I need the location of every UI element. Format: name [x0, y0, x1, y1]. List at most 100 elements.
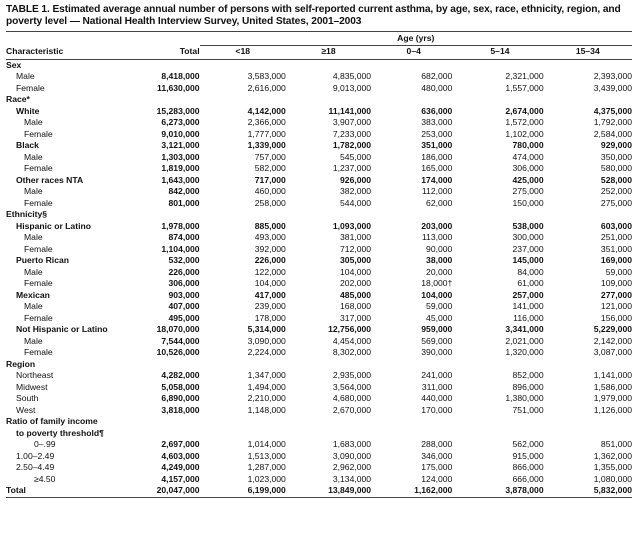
cell-value: 226,000 — [254, 255, 286, 265]
cell-value — [286, 209, 371, 221]
cell-value: 203,000 — [421, 220, 453, 231]
cell-value: 2,616,000 — [247, 82, 286, 93]
cell-value: 12,756,000 — [328, 324, 372, 334]
cell-value — [134, 209, 199, 221]
cell-value: 2,210,000 — [247, 393, 286, 403]
cell-value: 59,000 — [426, 301, 453, 311]
cell-value: 896,000 — [512, 381, 544, 392]
cell-value: 317,000 — [340, 312, 372, 323]
cell-value: 300,000 — [512, 232, 544, 242]
cell-value: 1,572,000 — [505, 117, 544, 127]
cell-value: 2,224,000 — [247, 347, 286, 357]
cell-value: 9,010,000 — [161, 128, 200, 139]
cell-value: 1,782,000 — [332, 140, 372, 150]
cell-value: 122,000 — [254, 266, 286, 277]
cell-value: 1,320,000 — [505, 347, 544, 357]
cell-value: 851,000 — [600, 439, 632, 449]
cell-value: 1,557,000 — [505, 82, 544, 93]
cell-value: 1,126,000 — [593, 404, 632, 415]
table-row: 1.00–2.49 4,603,000 1,513,000 3,090,000 346,… — [6, 451, 632, 463]
cell-value — [371, 209, 456, 221]
cell-value: 1,148,000 — [247, 404, 286, 415]
table-row: Male 8,418,000 3,583,000 4,835,000 682,000 2,… — [6, 71, 632, 83]
cell-value: 852,000 — [512, 370, 544, 380]
cell-value: 929,000 — [600, 140, 632, 150]
cell-value: 562,000 — [512, 439, 544, 449]
cell-value: 59,000 — [605, 266, 632, 277]
cell-value: 141,000 — [512, 301, 544, 311]
cell-value: 1,494,000 — [247, 381, 286, 392]
row-label: Mexican — [16, 289, 50, 300]
cell-value — [544, 416, 632, 428]
cell-value — [456, 94, 543, 106]
row-label: Ethnicity§ — [6, 209, 48, 219]
cell-value — [286, 59, 371, 71]
row-label: Male — [24, 186, 43, 196]
table-row: Female 11,630,000 2,616,000 9,013,000 480,00… — [6, 83, 632, 95]
table-row: Northeast 4,282,000 1,347,000 2,935,000 241,… — [6, 370, 632, 382]
row-label: Female — [24, 163, 53, 173]
cell-value: 3,878,000 — [456, 485, 544, 498]
cell-value: 104,000 — [340, 266, 372, 277]
cell-value: 2,584,000 — [593, 128, 632, 139]
cell-value: 926,000 — [340, 174, 372, 185]
row-label: Total — [6, 485, 135, 498]
cell-value: 485,000 — [340, 289, 372, 300]
row-label: 0–.99 — [34, 439, 56, 449]
row-label: Male — [24, 266, 43, 277]
cell-value: 306,000 — [512, 163, 544, 173]
cell-value — [371, 94, 456, 106]
cell-value: 390,000 — [421, 347, 453, 357]
row-label: Female — [24, 347, 53, 357]
cell-value: 801,000 — [168, 197, 200, 208]
cell-value: 275,000 — [600, 197, 632, 208]
cell-value: 959,000 — [421, 324, 453, 334]
cell-value — [456, 59, 543, 71]
table-row: Male 842,000 460,000 382,000 112,000 275,000 2… — [6, 186, 632, 198]
cell-value: 3,439,000 — [593, 82, 632, 93]
cell-value: 1,643,000 — [161, 174, 200, 185]
cell-value — [371, 416, 456, 428]
cell-value — [371, 59, 456, 71]
table-row: Black 3,121,000 1,339,000 1,782,000 351,000 7… — [6, 140, 632, 152]
cell-value: 3,564,000 — [332, 381, 372, 392]
asthma-table: Age (yrs) Characteristic Total <18 ≥18 0… — [6, 31, 632, 498]
cell-value — [456, 416, 543, 428]
cell-value: 18,070,000 — [156, 324, 200, 334]
table-row: Female 1,819,000 582,000 1,237,000 165,000 30… — [6, 163, 632, 175]
cell-value — [544, 209, 632, 221]
row-label: Male — [24, 117, 43, 127]
cell-value: 252,000 — [600, 186, 632, 196]
cell-value: 351,000 — [600, 243, 632, 254]
cell-value: 3,341,000 — [505, 324, 544, 334]
cell-value: 168,000 — [340, 301, 372, 311]
cell-value: 1,380,000 — [505, 393, 544, 403]
total-row: Total 20,047,000 6,199,000 13,849,000 1,162,… — [6, 485, 632, 498]
cell-value: 8,418,000 — [161, 71, 200, 81]
cell-value: 13,849,000 — [285, 485, 372, 498]
section-row: Ethnicity§ — [6, 209, 632, 221]
cell-value: 116,000 — [513, 312, 544, 323]
cell-value: 874,000 — [168, 232, 200, 242]
header-age: 0–4 — [371, 45, 457, 60]
section-row: Ratio of family income — [6, 416, 632, 428]
cell-value: 1,347,000 — [247, 370, 286, 380]
table-row: West 3,818,000 1,148,000 2,670,000 170,000 75… — [6, 405, 632, 417]
cell-value: 104,000 — [254, 278, 286, 288]
cell-value: 569,000 — [421, 335, 453, 346]
header-age: ≥18 — [285, 45, 372, 60]
cell-value — [371, 359, 456, 371]
cell-value: 3,583,000 — [247, 71, 286, 81]
cell-value: 407,000 — [168, 301, 200, 311]
cell-value: 11,141,000 — [328, 105, 372, 116]
cell-value: 1,819,000 — [161, 163, 200, 173]
cell-value: 2,321,000 — [505, 71, 544, 81]
cell-value — [371, 428, 456, 440]
table-row: Not Hispanic or Latino 18,070,000 5,314,00… — [6, 324, 632, 336]
row-label: Female — [24, 243, 53, 254]
cell-value — [200, 209, 286, 221]
table-row: Male 226,000 122,000 104,000 20,000 84,000 59,… — [6, 267, 632, 279]
cell-value: 1,513,000 — [247, 450, 286, 461]
cell-value — [286, 359, 371, 371]
header-total: Total — [134, 45, 200, 60]
